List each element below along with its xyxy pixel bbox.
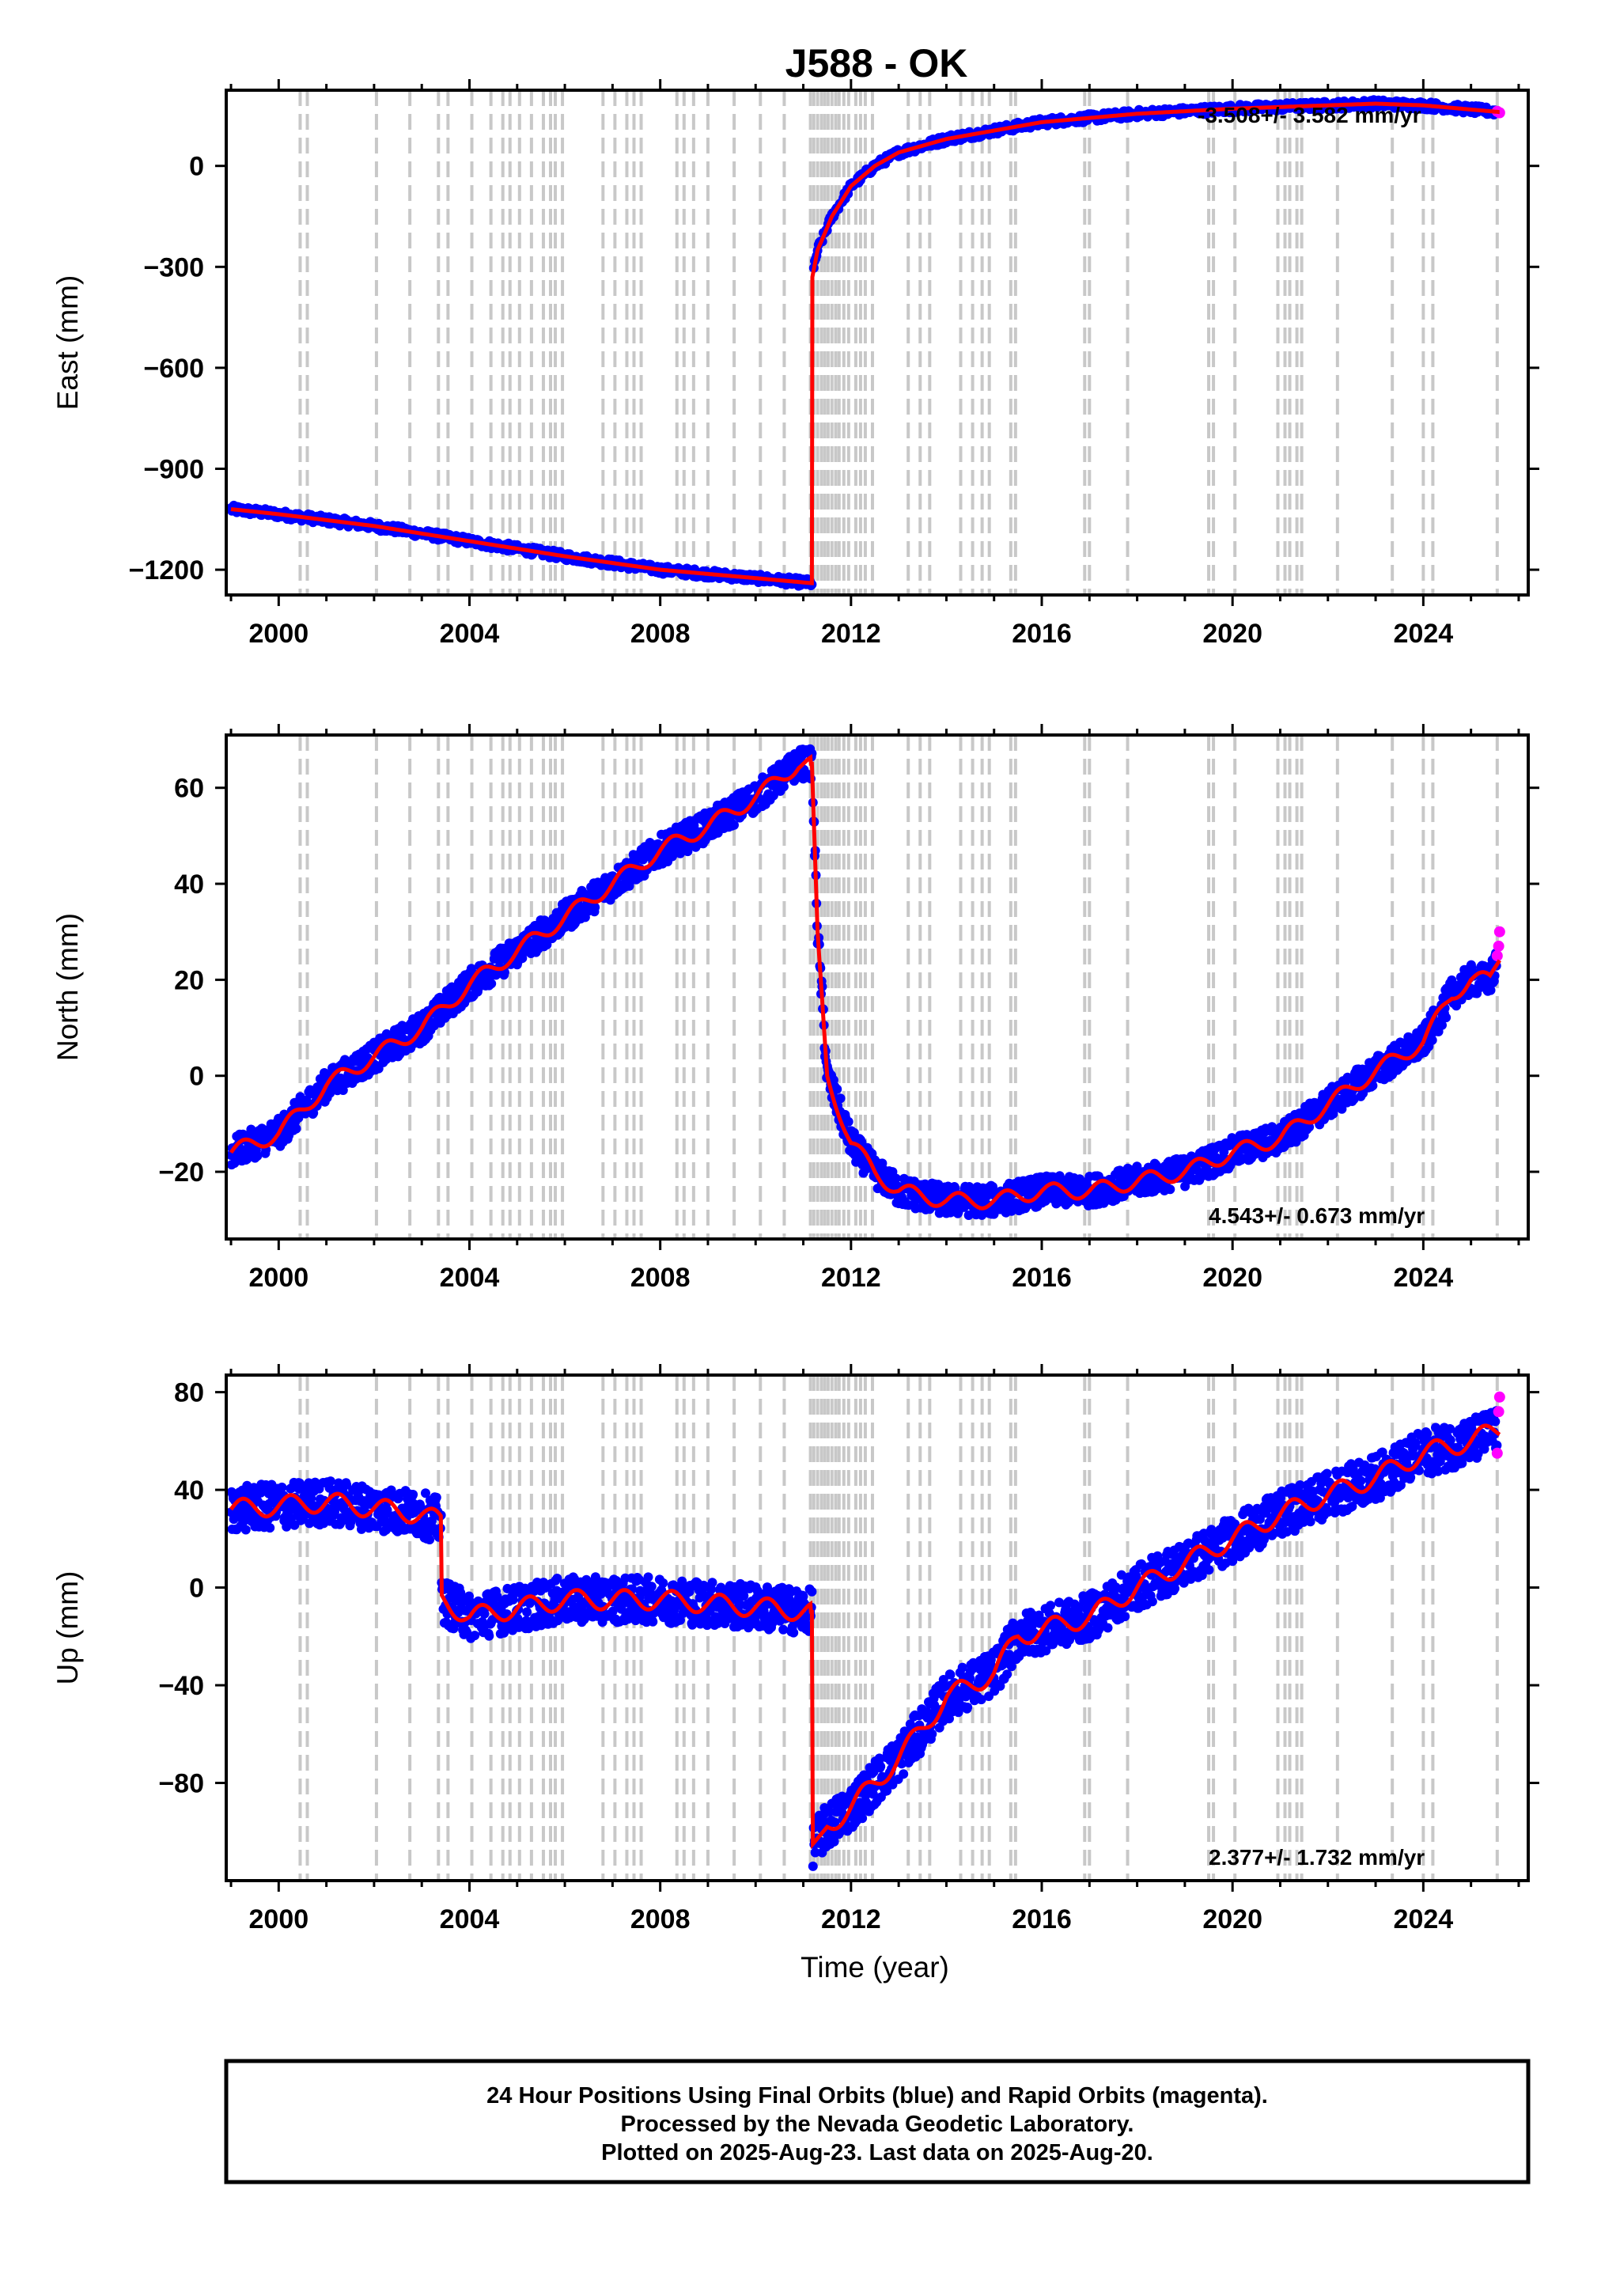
north-point <box>486 979 497 989</box>
north-y-axis-label: North (mm) <box>51 913 84 1061</box>
up-point <box>277 1482 287 1492</box>
north-point <box>1165 1184 1175 1195</box>
up-point <box>240 1525 251 1535</box>
x-tick-label: 2004 <box>440 619 500 649</box>
east-rate-text: -3.508+/- 3.582 mm/yr <box>1198 103 1421 127</box>
y-tick-label: −20 <box>158 1157 204 1188</box>
north-point <box>1427 1035 1437 1045</box>
north-point <box>835 1093 846 1104</box>
north-point <box>338 1085 348 1095</box>
north-rate-text: 4.543+/- 0.673 mm/yr <box>1209 1203 1425 1228</box>
east-frame <box>225 89 1530 597</box>
up-point <box>265 1523 275 1533</box>
up-point <box>425 1535 435 1544</box>
north-point <box>843 1116 853 1127</box>
up-point <box>808 1861 818 1871</box>
up-plot-area <box>226 1375 1505 1881</box>
east-y-ticks <box>215 165 1539 571</box>
north-point <box>252 1151 263 1161</box>
up-point <box>522 1607 532 1617</box>
north-rapid-point <box>1491 950 1503 962</box>
up-point <box>470 1631 480 1641</box>
x-tick-label: 2000 <box>249 619 309 649</box>
y-tick-label: −900 <box>143 455 204 485</box>
north-point <box>590 902 600 912</box>
up-point <box>484 1631 494 1641</box>
north-point <box>1441 1013 1451 1023</box>
y-tick-label: −600 <box>143 354 204 384</box>
up-point <box>648 1616 658 1627</box>
x-tick-label: 2008 <box>630 619 691 649</box>
north-rapid-point <box>1493 926 1505 938</box>
y-tick-label: 0 <box>189 152 204 182</box>
up-point <box>778 1624 789 1635</box>
up-point <box>325 1476 335 1487</box>
y-tick-label: 40 <box>174 870 204 900</box>
north-rapid-point <box>1493 940 1504 952</box>
x-tick-label: 2024 <box>1394 619 1454 649</box>
east-plot-area <box>226 90 1505 595</box>
up-point <box>789 1627 799 1638</box>
up-point <box>807 1586 817 1597</box>
north-panel: 2000 2004 2008 2012 2016 2020 2024 −20 0 20 40 60 No… <box>51 724 1539 1293</box>
north-y-ticks <box>215 786 1539 1173</box>
up-panel: 2000 2004 2008 2012 2016 2020 2024−80−4004080U… <box>51 1364 1539 1983</box>
x-tick-label: 2008 <box>630 1263 691 1293</box>
up-point <box>707 1578 717 1588</box>
y-tick-label: 20 <box>174 965 204 995</box>
up-point <box>646 1582 657 1592</box>
east-x-ticks <box>229 79 1520 606</box>
north-plot-area <box>226 735 1505 1239</box>
y-tick-label: 60 <box>174 774 204 804</box>
up-point <box>658 1578 668 1588</box>
x-tick-label: 2024 <box>1394 1263 1454 1293</box>
y-tick-label: −300 <box>143 252 204 282</box>
x-tick-label: 2016 <box>1012 619 1072 649</box>
north-rapid-points <box>1491 926 1505 962</box>
x-tick-label: 2012 <box>821 619 881 649</box>
y-tick-label: 0 <box>189 1062 204 1092</box>
figure-title: J588 - OK <box>785 41 968 85</box>
north-point <box>832 1084 842 1094</box>
x-tick-label: 2016 <box>1012 1263 1072 1293</box>
north-point <box>291 1123 301 1134</box>
x-tick-label: 2012 <box>821 1263 881 1293</box>
up-point <box>408 1490 418 1499</box>
up-point <box>643 1572 653 1582</box>
east-model-line <box>230 101 1500 585</box>
x-tick-label: 2004 <box>440 1263 500 1293</box>
east-y-axis-label: East (mm) <box>51 275 84 411</box>
up-point <box>431 1492 441 1502</box>
x-tick-label: 2000 <box>249 1263 309 1293</box>
east-panel: 2000 2004 2008 2012 2016 2020 2024 −1200 −900 −60… <box>51 79 1539 649</box>
y-tick-label: −1200 <box>129 555 205 585</box>
x-tick-label: 2020 <box>1202 619 1262 649</box>
x-tick-label: 2020 <box>1202 1263 1262 1293</box>
